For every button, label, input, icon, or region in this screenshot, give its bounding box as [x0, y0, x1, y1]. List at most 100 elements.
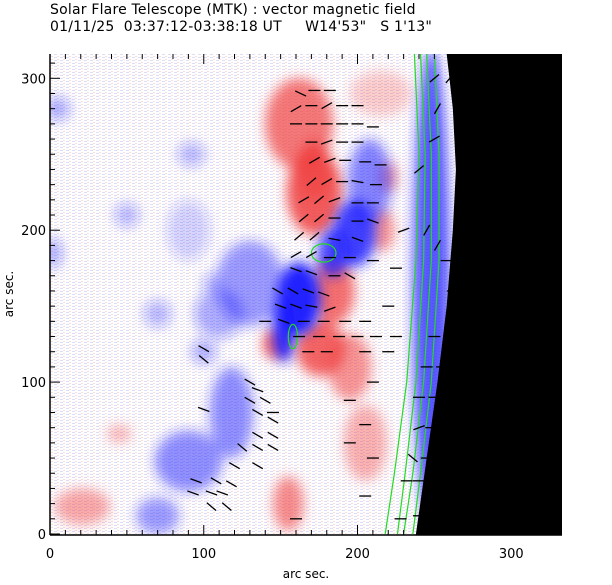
negative-region: [50, 96, 70, 121]
negative-region: [114, 202, 140, 228]
field-arrow: [413, 425, 425, 431]
y-tick-label: 300: [21, 72, 46, 87]
field-arrow: [228, 462, 241, 470]
field-arrow: [187, 490, 199, 496]
field-arrow: [197, 406, 210, 413]
positive-region: [54, 488, 110, 525]
field-arrow: [298, 196, 310, 204]
field-arrow: [251, 387, 264, 393]
plot-area: [50, 54, 562, 535]
field-arrow: [413, 165, 425, 174]
field-arrow: [328, 197, 341, 203]
field-arrow: [317, 291, 330, 297]
field-arrow: [198, 354, 209, 364]
negative-region: [143, 300, 172, 328]
chart-subtitle: 01/11/25 03:37:12-03:38:18 UT W14'53" S …: [50, 19, 432, 35]
field-arrow: [302, 288, 315, 294]
field-arrow: [198, 345, 210, 353]
field-arrow: [205, 490, 218, 496]
field-arrow: [267, 443, 279, 451]
field-arrow: [259, 396, 271, 404]
negative-region: [136, 497, 180, 534]
field-arrow: [244, 378, 256, 386]
field-arrow: [272, 287, 284, 295]
field-arrow: [290, 250, 302, 259]
y-axis-title: arc sec.: [2, 271, 16, 317]
field-arrow: [252, 431, 264, 439]
field-arrow: [320, 139, 333, 145]
y-tick-label: 200: [21, 224, 46, 239]
field-arrow: [210, 477, 222, 485]
field-arrow: [252, 408, 264, 417]
field-arrow: [314, 213, 325, 223]
contour-loop: [310, 243, 337, 263]
positive-region: [311, 257, 355, 325]
field-arrow: [267, 431, 279, 439]
field-arrow: [367, 218, 379, 224]
field-arrow: [306, 177, 317, 186]
contour-line: [396, 54, 426, 535]
negative-region: [202, 274, 221, 293]
field-arrow: [305, 270, 318, 276]
negative-region: [191, 339, 217, 364]
field-arrow: [429, 73, 440, 83]
field-arrow: [321, 102, 333, 110]
contour-line: [403, 54, 432, 535]
field-arrow: [244, 396, 256, 404]
positive-region: [328, 333, 372, 401]
observation-date: 01/11/25: [50, 19, 115, 35]
x-tick-label: 0: [46, 547, 54, 562]
field-arrow: [225, 480, 237, 488]
negative-region: [154, 430, 223, 492]
positive-region: [272, 476, 304, 531]
field-arrow: [290, 267, 302, 273]
negative-region: [194, 289, 244, 339]
field-arrow: [351, 236, 364, 242]
observation-time: 03:37:12-03:38:18 UT: [123, 19, 282, 35]
negative-region: [50, 237, 63, 269]
field-arrow: [287, 287, 299, 295]
x-tick-label: 300: [499, 547, 524, 562]
field-arrow: [206, 502, 217, 512]
field-arrow: [309, 231, 320, 241]
field-arrow: [221, 502, 232, 512]
negative-region: [272, 295, 295, 363]
x-axis-title: arc sec.: [283, 567, 329, 581]
field-arrow: [252, 462, 264, 470]
field-arrow: [323, 306, 336, 312]
field-arrow: [294, 90, 307, 97]
field-arrow: [237, 443, 248, 452]
field-arrow: [323, 157, 336, 163]
contour-lines: [287, 54, 440, 535]
field-arrow: [433, 239, 442, 251]
field-arrow: [308, 156, 320, 164]
field-arrow: [274, 303, 287, 309]
field-arrow: [351, 179, 364, 184]
field-arrow: [305, 304, 318, 308]
field-arrow: [305, 250, 317, 259]
negative-region: [166, 199, 210, 261]
field-arrow: [397, 227, 410, 233]
field-arrow: [290, 105, 302, 113]
field-arrow: [328, 237, 341, 241]
contour-line: [384, 54, 420, 535]
field-arrow: [277, 318, 290, 325]
field-arrow: [344, 272, 356, 280]
chart-title: Solar Flare Telescope (MTK) : vector mag…: [50, 2, 416, 18]
positive-region: [106, 424, 132, 443]
field-arrow: [314, 195, 325, 205]
negative-region: [209, 366, 253, 459]
field-arrow: [290, 303, 302, 309]
positive-region: [296, 139, 333, 200]
transverse-field-arrows: [187, 73, 472, 520]
west-coordinate: W14'53": [305, 19, 367, 35]
negative-region: [177, 142, 206, 167]
field-arrow: [407, 453, 418, 463]
y-tick-label: 0: [38, 528, 46, 543]
field-arrow: [216, 490, 229, 496]
off-limb-region: [415, 54, 562, 535]
field-arrow: [294, 231, 305, 241]
field-arrow: [433, 103, 442, 115]
field-arrow: [252, 443, 264, 451]
